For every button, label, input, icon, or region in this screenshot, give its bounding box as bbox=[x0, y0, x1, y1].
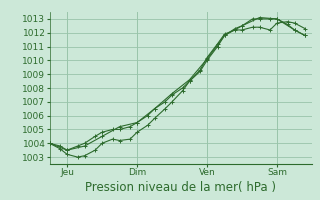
X-axis label: Pression niveau de la mer( hPa ): Pression niveau de la mer( hPa ) bbox=[85, 181, 276, 194]
